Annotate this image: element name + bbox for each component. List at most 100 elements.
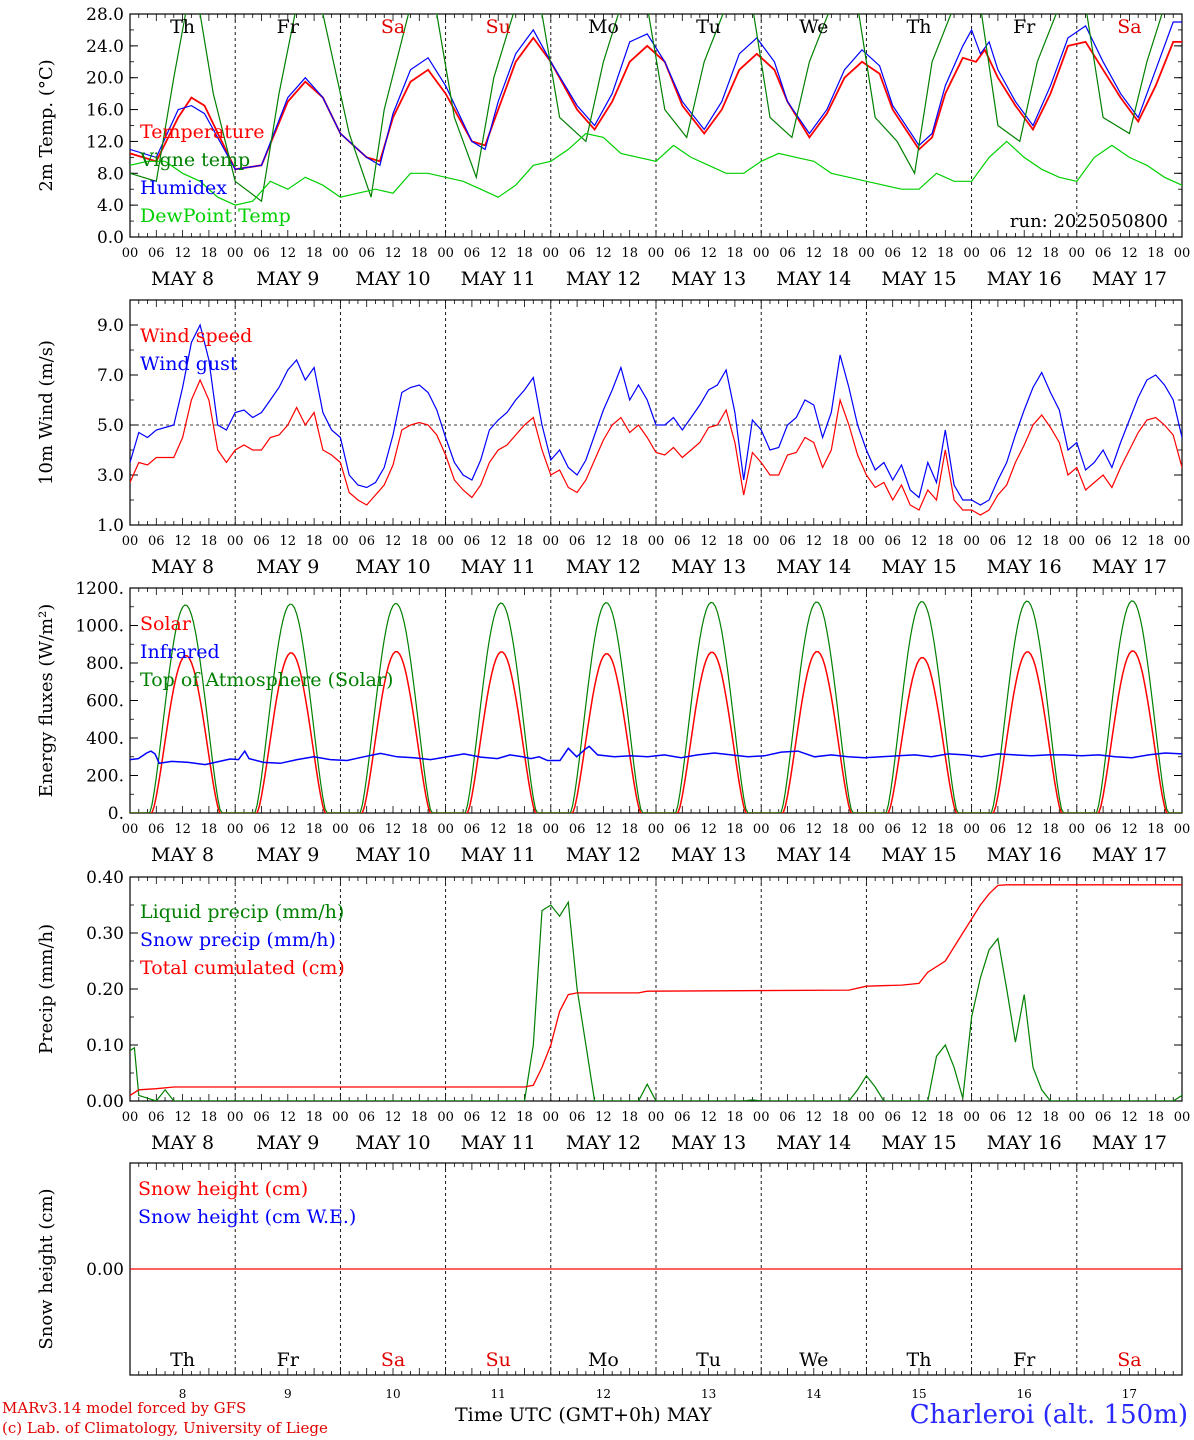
hour-label: 18: [1147, 246, 1164, 261]
x-axis-title: Time UTC (GMT+0h) MAY: [455, 1404, 712, 1426]
panel-3-frame: [129, 587, 1183, 814]
hour-label: 00: [227, 1110, 244, 1125]
hour-label: 06: [253, 534, 270, 549]
hour-label: 06: [1095, 246, 1112, 261]
legend-item: Vigne temp: [139, 149, 250, 171]
series-infrared: [130, 745, 1182, 766]
hour-label: 00: [332, 1110, 349, 1125]
hour-label: 18: [516, 246, 533, 261]
hour-label: 06: [990, 1110, 1007, 1125]
hour-label: 12: [385, 246, 402, 261]
hour-label: 06: [148, 246, 165, 261]
y-tick-label: 200.: [86, 767, 124, 787]
day-number-label: 11: [491, 1387, 506, 1401]
y-axis-label: Precip (mm/h): [36, 924, 57, 1054]
date-label: MAY 12: [566, 844, 641, 866]
y-tick-label: 0.30: [86, 924, 124, 944]
y-tick-label: 1200.: [75, 579, 124, 599]
day-number-label: 15: [911, 1387, 926, 1401]
hour-label: 12: [911, 246, 928, 261]
date-label: MAY 16: [987, 268, 1062, 290]
hour-label: 18: [937, 1110, 954, 1125]
hour-label: 18: [201, 1110, 218, 1125]
weekday-label-bottom: Th: [170, 1349, 195, 1371]
hour-label: 06: [148, 534, 165, 549]
legend-item: Wind speed: [140, 325, 252, 347]
date-label: MAY 13: [671, 268, 746, 290]
hour-label: 00: [648, 1110, 665, 1125]
hour-label: 18: [201, 534, 218, 549]
date-label: MAY 15: [881, 268, 956, 290]
legend-item: Snow height (cm W.E.): [138, 1206, 356, 1228]
y-tick-label: 5.0: [97, 416, 124, 436]
hour-label: 12: [1121, 246, 1138, 261]
weekday-label-bottom: Mo: [588, 1349, 619, 1371]
legend-item: Infrared: [140, 641, 220, 663]
hour-label: 18: [832, 1110, 849, 1125]
legend-item: DewPoint Temp: [140, 205, 291, 227]
date-label: MAY 14: [776, 1132, 851, 1154]
y-tick-label: 8.0: [97, 164, 124, 184]
hour-label: 18: [621, 822, 638, 837]
hour-label: 06: [464, 246, 481, 261]
hour-label: 00: [543, 822, 560, 837]
date-label: MAY 11: [461, 1132, 536, 1154]
date-label: MAY 17: [1092, 844, 1167, 866]
hour-label: 06: [569, 822, 586, 837]
weekday-label-bottom: Fr: [277, 1349, 300, 1371]
hour-label: 00: [1069, 246, 1086, 261]
hour-label: 12: [911, 822, 928, 837]
hour-label: 00: [1174, 1110, 1191, 1125]
hour-label: 12: [1121, 534, 1138, 549]
hour-label: 12: [490, 1110, 507, 1125]
date-label: MAY 17: [1092, 556, 1167, 578]
day-number-label: 12: [596, 1387, 611, 1401]
hour-label: 00: [227, 822, 244, 837]
hour-label: 18: [937, 822, 954, 837]
day-number-label: 13: [701, 1387, 716, 1401]
hour-label: 00: [648, 246, 665, 261]
hour-label: 12: [911, 1110, 928, 1125]
hour-label: 06: [779, 246, 796, 261]
weekday-label-top: Sa: [381, 16, 405, 38]
hour-label: 00: [858, 1110, 875, 1125]
weekday-label-top: Sa: [1117, 16, 1141, 38]
hour-label: 06: [884, 246, 901, 261]
y-tick-label: 400.: [86, 729, 124, 749]
weekday-label-top: Mo: [588, 16, 619, 38]
hour-label: 18: [832, 246, 849, 261]
hour-label: 00: [963, 246, 980, 261]
date-label: MAY 12: [566, 268, 641, 290]
y-tick-label: 0.0: [97, 228, 124, 248]
hour-label: 06: [884, 1110, 901, 1125]
hour-label: 06: [990, 534, 1007, 549]
hour-label: 00: [963, 1110, 980, 1125]
date-label: MAY 9: [256, 556, 319, 578]
legend-item: Humidex: [140, 177, 227, 199]
hour-label: 06: [253, 246, 270, 261]
hour-label: 12: [595, 1110, 612, 1125]
hour-label: 06: [253, 822, 270, 837]
day-number-label: 10: [385, 1387, 400, 1401]
hour-label: 18: [1042, 534, 1059, 549]
hour-label: 00: [437, 534, 454, 549]
day-number-label: 8: [179, 1387, 187, 1401]
hour-label: 12: [595, 246, 612, 261]
date-label: MAY 14: [776, 556, 851, 578]
y-tick-label: 1.0: [97, 516, 124, 536]
series-wind-gust: [130, 323, 1182, 506]
date-label: MAY 13: [671, 556, 746, 578]
hour-label: 18: [621, 246, 638, 261]
day-number-label: 9: [284, 1387, 292, 1401]
hour-label: 18: [306, 534, 323, 549]
hour-label: 18: [1147, 1110, 1164, 1125]
weekday-label-top: We: [799, 16, 828, 38]
series-dewpoint-temp: [130, 132, 1182, 206]
hour-label: 00: [543, 1110, 560, 1125]
hour-label: 06: [464, 1110, 481, 1125]
hour-label: 12: [595, 534, 612, 549]
hour-label: 06: [358, 822, 375, 837]
hour-label: 06: [990, 822, 1007, 837]
hour-label: 12: [700, 1110, 717, 1125]
hour-label: 00: [332, 246, 349, 261]
